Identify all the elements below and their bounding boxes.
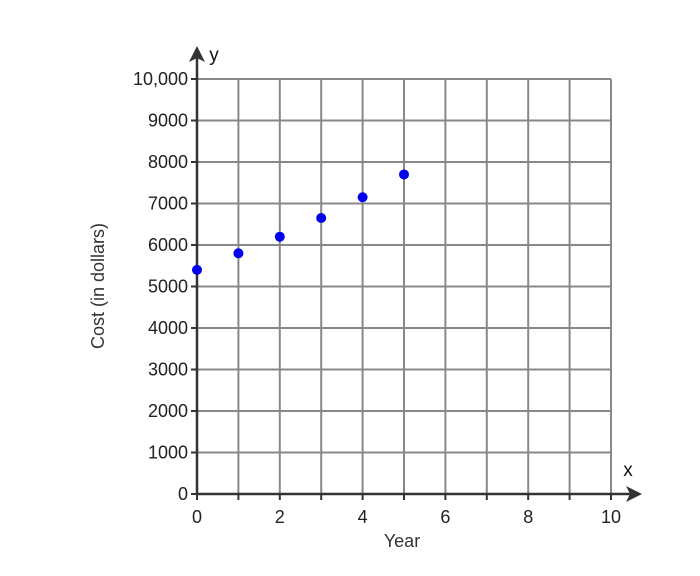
data-point — [233, 248, 244, 259]
x-axis-arrow — [626, 486, 642, 502]
y-tick-label: 0 — [178, 484, 188, 504]
x-tick-label: 4 — [358, 507, 368, 527]
data-point — [316, 213, 327, 224]
data-point — [192, 264, 202, 275]
y-tick-label: 3000 — [148, 360, 188, 380]
x-axis-title: Year — [384, 531, 420, 551]
y-tick-label: 10,000 — [133, 69, 188, 89]
axes — [189, 46, 642, 502]
x-tick-label: 8 — [523, 507, 533, 527]
x-tick-label: 2 — [275, 507, 285, 527]
x-tick-label: 0 — [192, 507, 202, 527]
x-axis-variable-label: x — [623, 460, 633, 481]
y-tick-label: 2000 — [148, 401, 188, 421]
y-axis-title: Cost (in dollars) — [88, 223, 108, 349]
y-tick-label: 6000 — [148, 235, 188, 255]
y-tick-label: 1000 — [148, 443, 188, 463]
y-axis-variable-label: y — [209, 45, 219, 66]
y-tick-label: 5000 — [148, 277, 188, 297]
y-axis-arrow — [189, 46, 205, 62]
x-tick-label: 6 — [440, 507, 450, 527]
data-points — [192, 169, 409, 275]
data-point — [274, 231, 285, 242]
y-tick-label: 4000 — [148, 318, 188, 338]
data-point — [399, 169, 409, 180]
x-tick-label: 10 — [601, 507, 621, 527]
data-point — [357, 192, 368, 203]
y-tick-label: 9000 — [148, 111, 188, 131]
tick-labels: 0 2 4 6 8 10 0 1000 2000 3000 4000 5000 6000 7000 8000… — [133, 69, 621, 527]
grid — [197, 78, 612, 494]
y-tick-label: 8000 — [148, 152, 188, 172]
y-tick-label: 7000 — [148, 194, 188, 214]
